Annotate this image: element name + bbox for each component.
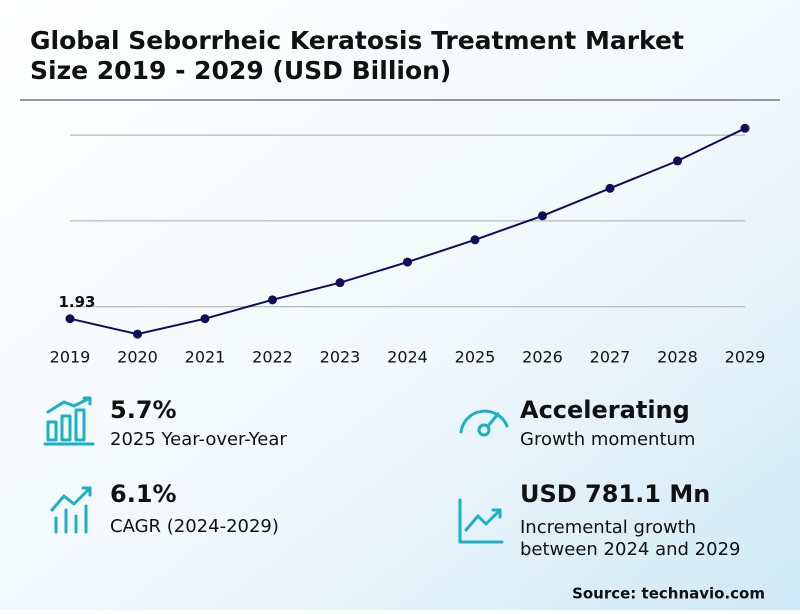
point <box>538 211 547 221</box>
x-tick-label: 2028 <box>657 348 698 367</box>
stat-value: 6.1% <box>110 480 177 508</box>
point <box>470 235 480 245</box>
x-tick-label: 2021 <box>185 348 226 367</box>
x-tick-label: 2029 <box>725 348 766 367</box>
stat-value: Accelerating <box>520 396 690 424</box>
chart-subtitle: Size 2019 - 2029 (USD Billion) <box>30 56 451 85</box>
x-tick-label: 2024 <box>387 348 428 367</box>
stat-value: 5.7% <box>110 396 177 424</box>
stat-value: USD 781.1 Mn <box>520 480 710 508</box>
icon-chart <box>458 498 504 544</box>
icon-gauge <box>459 409 509 437</box>
point <box>200 314 210 324</box>
x-tick-label: 2020 <box>117 348 158 367</box>
point <box>268 295 277 305</box>
point <box>740 123 750 133</box>
point <box>403 257 412 267</box>
stat-label: Growth momentum <box>520 429 695 450</box>
stat-label: 2025 Year-over-Year <box>110 429 287 450</box>
stat-label: Incremental growth <box>520 517 696 538</box>
data-label: 1.93 <box>58 293 95 311</box>
x-tick-label: 2026 <box>522 348 563 367</box>
point <box>335 278 345 288</box>
point <box>65 314 75 324</box>
chart-title: Global Seborrheic Keratosis Treatment Ma… <box>30 26 684 55</box>
x-tick-label: 2019 <box>50 348 91 367</box>
point <box>673 156 682 166</box>
plot: 2019 2020 2021 2022 2023 2024 2025 2026 2027 2028… <box>50 123 766 367</box>
x-tick-label: 2022 <box>252 348 293 367</box>
icon-bars <box>43 396 95 446</box>
stat-label: CAGR (2024-2029) <box>110 516 279 537</box>
x-tick-label: 2023 <box>320 348 361 367</box>
stat-label: between 2024 and 2029 <box>520 539 740 560</box>
icon-growth <box>50 486 92 534</box>
x-tick-label: 2027 <box>590 348 631 367</box>
source: Source: technavio.com <box>572 585 765 603</box>
x-tick-label: 2025 <box>455 348 496 367</box>
point <box>605 183 615 193</box>
point <box>133 329 142 339</box>
